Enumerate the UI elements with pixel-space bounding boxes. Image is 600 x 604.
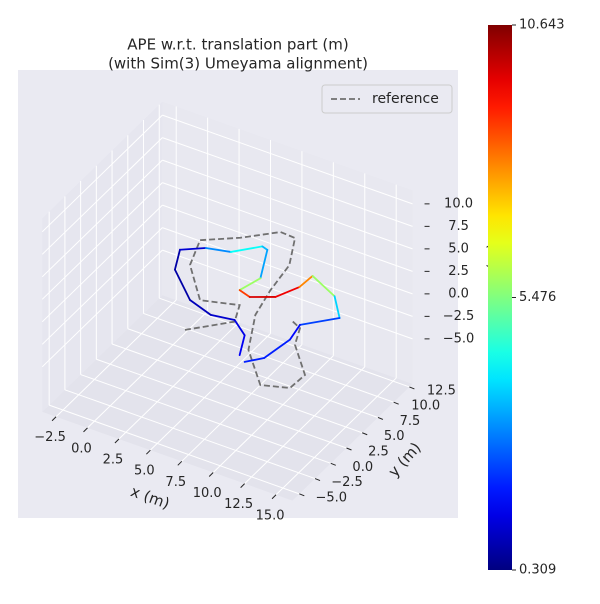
y-tick-label: 0.0: [352, 460, 373, 475]
z-tick-label: 5.0: [448, 241, 469, 256]
colorbar-tick-label: 0.309: [519, 563, 556, 578]
colorbar-tick-label: 5.476: [519, 290, 556, 305]
y-tick-label: 2.5: [368, 445, 389, 460]
x-tick-label: 5.0: [134, 464, 155, 479]
x-tick-label: 0.0: [71, 441, 92, 456]
chart-subtitle: (with Sim(3) Umeyama alignment): [108, 55, 368, 73]
chart-title: APE w.r.t. translation part (m): [127, 36, 348, 54]
y-tick-label: 12.5: [427, 383, 456, 398]
z-tick-label: 0.0: [448, 286, 469, 301]
x-tick-label: 7.5: [165, 475, 186, 490]
y-tick-label: 10.0: [411, 399, 440, 414]
z-tick-label: 2.5: [448, 264, 469, 279]
colorbar: [488, 25, 512, 570]
x-tick-label: 12.5: [224, 497, 253, 512]
x-tick-label: 10.0: [193, 486, 222, 501]
y-tick-label: −2.5: [331, 475, 363, 490]
z-tick-label: 10.0: [444, 196, 473, 211]
z-tick-label: 7.5: [448, 219, 469, 234]
x-tick-label: 15.0: [256, 508, 285, 523]
colorbar-tick-label: 10.643: [519, 18, 565, 33]
y-tick-label: −5.0: [316, 490, 348, 505]
z-tick-label: −2.5: [443, 309, 475, 324]
x-tick-label: 2.5: [103, 453, 124, 468]
legend-label: reference: [372, 91, 439, 107]
y-tick-label: 5.0: [384, 429, 405, 444]
z-tick-label: −5.0: [443, 331, 475, 346]
y-tick-label: 7.5: [400, 414, 421, 429]
x-tick-label: −2.5: [34, 430, 66, 445]
